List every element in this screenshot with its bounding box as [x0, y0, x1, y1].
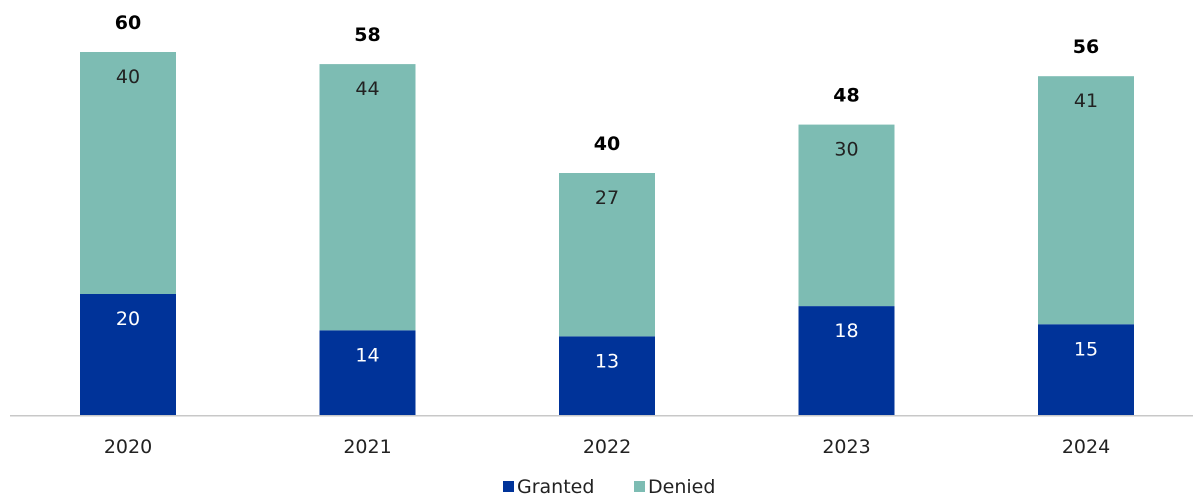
legend-label-denied: Denied: [648, 476, 715, 497]
x-tick-2021: 2021: [343, 436, 391, 458]
legend-swatch-denied: [634, 481, 645, 492]
data-label-denied-2023: 30: [834, 139, 858, 161]
bar-denied-2020: [80, 52, 176, 294]
data-label-denied-2020: 40: [116, 66, 140, 88]
bar-denied-2022: [559, 173, 655, 337]
bar-granted-2020: [80, 294, 176, 415]
bar-granted-2024: [1038, 324, 1134, 415]
total-label-2020: 60: [115, 12, 141, 34]
data-label-granted-2024: 15: [1074, 338, 1098, 360]
data-label-granted-2022: 13: [595, 350, 619, 372]
bar-granted-2023: [798, 306, 895, 415]
x-tick-2020: 2020: [104, 436, 152, 458]
total-label-2022: 40: [594, 133, 620, 155]
data-label-denied-2024: 41: [1074, 90, 1098, 112]
total-label-2023: 48: [833, 85, 859, 107]
data-label-granted-2020: 20: [116, 308, 140, 330]
legend-label-granted: Granted: [517, 476, 594, 497]
legend-swatch-granted: [503, 481, 514, 492]
bars-group: 20 40 60 14 44 58 13 27 40 18 30 48 15 41 56: [80, 12, 1134, 415]
bar-granted-2022: [559, 336, 655, 415]
x-tick-2023: 2023: [822, 436, 870, 458]
x-tick-labels: 2020 2021 2022 2023 2024: [104, 436, 1110, 458]
data-label-denied-2021: 44: [355, 78, 379, 100]
total-label-2024: 56: [1073, 36, 1099, 58]
bar-denied-2021: [319, 64, 416, 331]
legend: Granted Denied: [503, 476, 715, 497]
total-label-2021: 58: [354, 24, 380, 46]
data-label-denied-2022: 27: [595, 187, 619, 209]
bar-granted-2021: [319, 330, 416, 415]
bar-denied-2024: [1038, 76, 1134, 325]
x-tick-2022: 2022: [583, 436, 631, 458]
data-label-granted-2021: 14: [355, 344, 379, 366]
bar-denied-2023: [798, 124, 895, 307]
x-tick-2024: 2024: [1062, 436, 1110, 458]
data-label-granted-2023: 18: [834, 320, 858, 342]
